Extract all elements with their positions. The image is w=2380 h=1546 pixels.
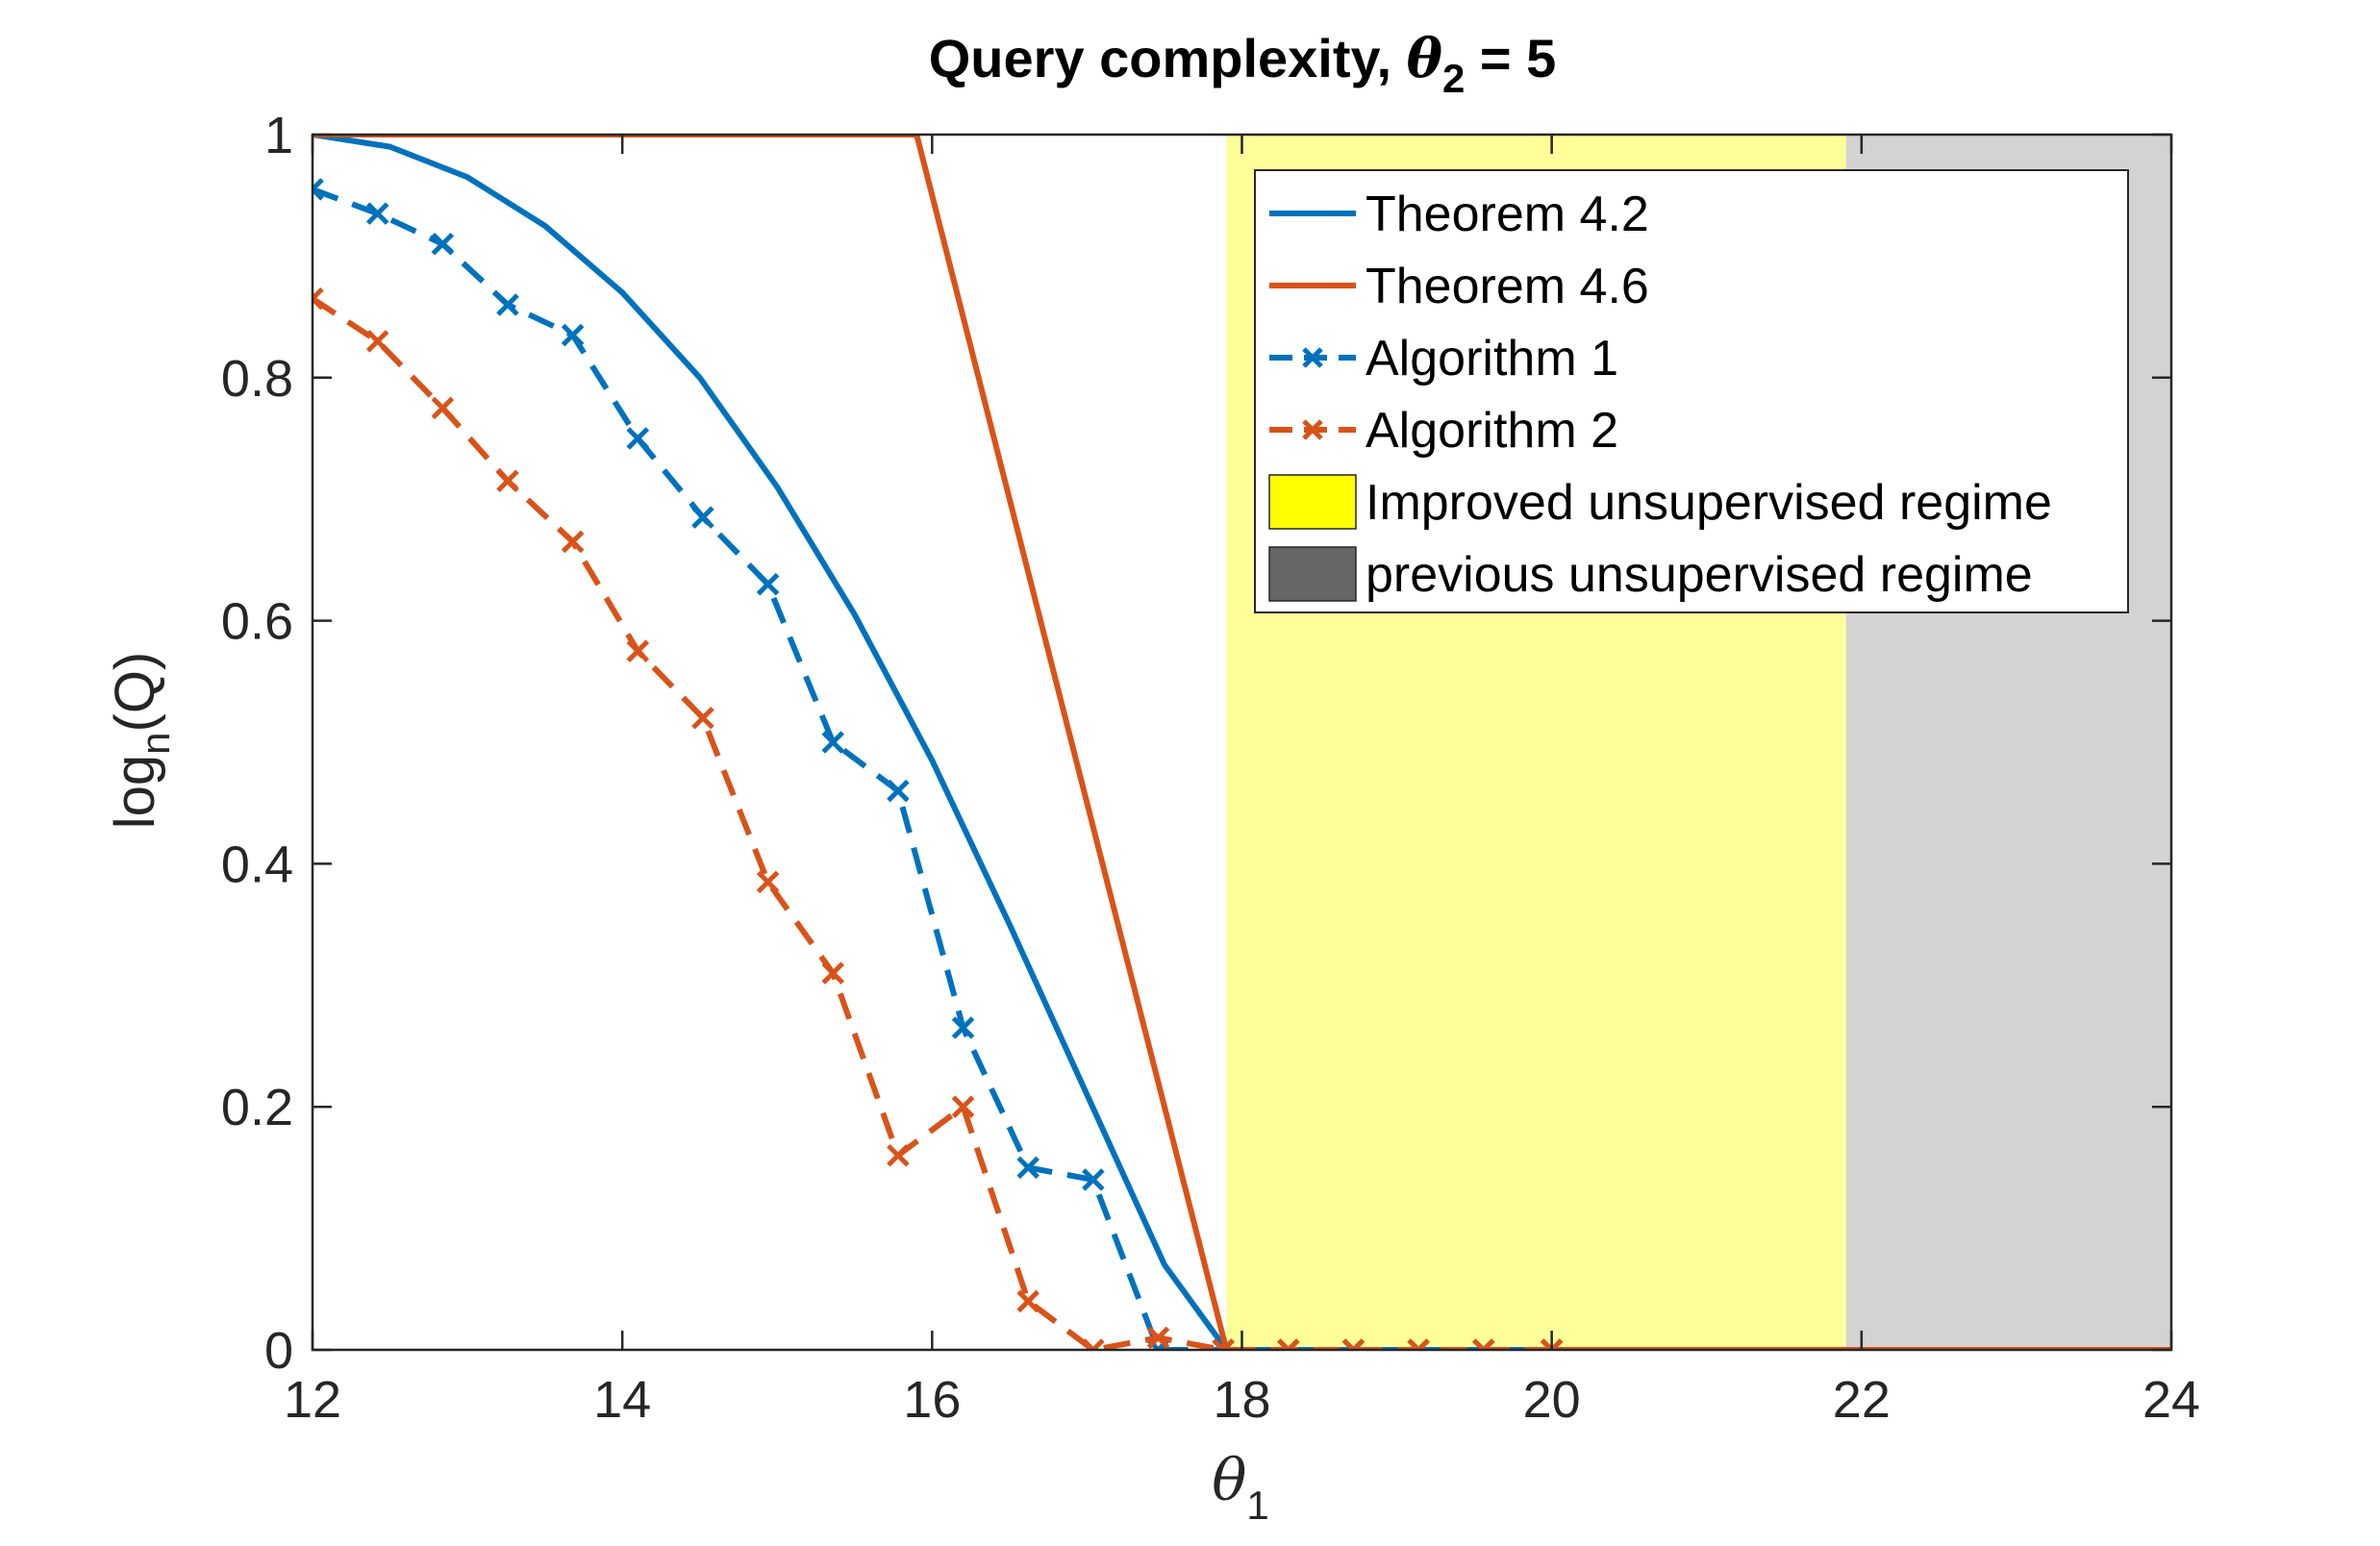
y-tick-label: 0.4	[221, 835, 293, 893]
series-4-point	[561, 530, 585, 554]
x-axis-label: θ1	[1212, 1447, 1268, 1528]
series-4-point	[1540, 1338, 1564, 1350]
series-3-point	[821, 731, 845, 754]
series-3-point	[691, 506, 714, 529]
x-tick-label: 16	[903, 1371, 961, 1429]
series-4-point	[821, 961, 845, 985]
series-4-point	[887, 1143, 910, 1167]
series-3-point	[431, 232, 455, 256]
series-3-point	[365, 202, 389, 225]
series-3-point	[756, 572, 780, 596]
series-4-point	[1277, 1338, 1300, 1350]
y-tick-label: 0.8	[221, 350, 293, 408]
series-4-point	[626, 639, 650, 662]
series-line-4	[313, 296, 1552, 1350]
series-3-point	[951, 1016, 975, 1039]
chart-title: Query complexity, θ2 = 5	[929, 27, 1557, 101]
series-3-point	[496, 293, 519, 316]
legend-label: Theorem 4.6	[1365, 259, 1649, 314]
series-3-point	[313, 178, 324, 201]
series-4-point	[691, 706, 714, 730]
ticks: 12 14 16 18 20 22 24 0 0.2 0.4 0.6 0.8 1	[221, 107, 2200, 1429]
legend-marker	[1302, 347, 1323, 368]
legend-marker	[1302, 419, 1323, 440]
legend-box	[1254, 169, 2129, 613]
series-layer	[313, 135, 2171, 1350]
legend-label: Algorithm 1	[1365, 331, 1618, 386]
series-4-point	[1407, 1338, 1430, 1350]
legend-patch-2	[1268, 546, 1357, 602]
y-tick-label: 0.2	[221, 1079, 293, 1136]
series-3-point	[626, 427, 650, 450]
x-tick-label: 24	[2142, 1371, 2200, 1429]
series-3-point	[1016, 1156, 1040, 1180]
series-line-3	[313, 187, 1552, 1350]
x-tick-label: 20	[1523, 1371, 1581, 1429]
x-tick-label: 22	[1833, 1371, 1891, 1429]
y-tick-label: 1	[264, 107, 293, 164]
series-4-point	[1146, 1326, 1170, 1350]
legend-label: previous unsupervised regime	[1365, 547, 2033, 603]
series-4-point	[756, 870, 780, 894]
series-4-point	[1341, 1338, 1365, 1350]
series-4-point	[365, 330, 389, 353]
series-4-point	[1472, 1338, 1495, 1350]
y-tick-label: 0	[264, 1322, 293, 1380]
series-4-point	[951, 1095, 975, 1118]
legend-label: Algorithm 2	[1365, 403, 1618, 459]
series-4-point	[431, 396, 455, 420]
series-line-2	[313, 135, 2171, 1350]
y-tick-label: 0.6	[221, 593, 293, 651]
x-tick-label: 14	[593, 1371, 651, 1429]
series-3-point	[887, 779, 910, 803]
x-tick-label: 12	[284, 1371, 341, 1429]
legend-label: Improved unsupervised regime	[1365, 475, 2052, 531]
series-3-point	[1082, 1168, 1105, 1191]
series-line-1	[313, 135, 2171, 1350]
series-4-point	[1016, 1289, 1040, 1313]
legend-patch-1	[1268, 474, 1357, 530]
x-tick-label: 18	[1213, 1371, 1270, 1429]
series-4-point	[313, 287, 324, 311]
legend-label: Theorem 4.2	[1365, 187, 1649, 242]
series-4-point	[1212, 1338, 1235, 1350]
legend: Theorem 4.2 Theorem 4.6 Algorithm 1 Algorit…	[1254, 169, 2129, 613]
series-3-point	[561, 323, 585, 347]
series-4-point	[1082, 1338, 1105, 1350]
series-4-point	[496, 469, 519, 493]
y-axis-label: logn(Q)	[104, 652, 178, 830]
